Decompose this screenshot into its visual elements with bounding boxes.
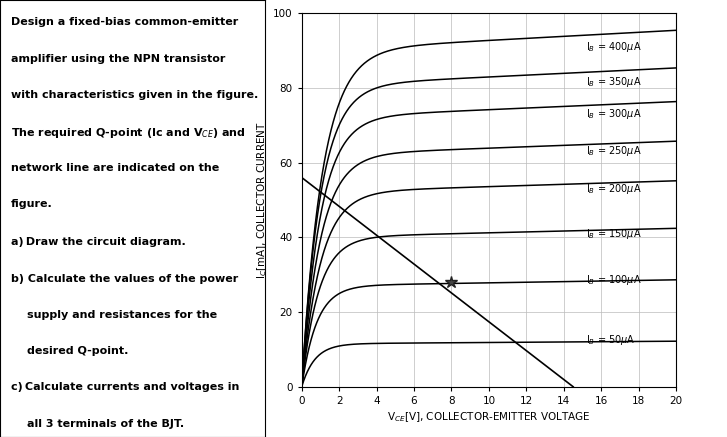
Text: amplifier using the NPN transistor: amplifier using the NPN transistor — [11, 54, 225, 64]
Text: network line are indicated on the: network line are indicated on the — [11, 163, 219, 173]
Text: I$_B$ = 150$\mu$A: I$_B$ = 150$\mu$A — [586, 226, 642, 240]
Text: all 3 terminals of the BJT.: all 3 terminals of the BJT. — [27, 419, 184, 429]
Text: b) Calculate the values of the power: b) Calculate the values of the power — [11, 274, 238, 284]
Text: The required Q-point (Ic and V$_{CE}$) and: The required Q-point (Ic and V$_{CE}$) a… — [11, 126, 246, 140]
Y-axis label: I$_C$[mA], COLLECTOR CURRENT: I$_C$[mA], COLLECTOR CURRENT — [255, 121, 269, 279]
Text: I$_B$ = 50$\mu$A: I$_B$ = 50$\mu$A — [586, 333, 636, 347]
X-axis label: V$_{CE}$[V], COLLECTOR-EMITTER VOLTAGE: V$_{CE}$[V], COLLECTOR-EMITTER VOLTAGE — [387, 410, 591, 424]
Text: c) Calculate currents and voltages in: c) Calculate currents and voltages in — [11, 382, 239, 392]
Text: I$_B$ = 300$\mu$A: I$_B$ = 300$\mu$A — [586, 107, 642, 121]
Text: desired Q-point.: desired Q-point. — [27, 346, 128, 356]
Text: I$_B$ = 100$\mu$A: I$_B$ = 100$\mu$A — [586, 273, 642, 287]
Text: I$_B$ = 200$\mu$A: I$_B$ = 200$\mu$A — [586, 182, 642, 196]
Text: I$_B$ = 400$\mu$A: I$_B$ = 400$\mu$A — [586, 40, 642, 54]
Text: I$_B$ = 250$\mu$A: I$_B$ = 250$\mu$A — [586, 144, 642, 158]
Text: I$_B$ = 350$\mu$A: I$_B$ = 350$\mu$A — [586, 75, 642, 89]
Text: a) Draw the circuit diagram.: a) Draw the circuit diagram. — [11, 237, 185, 247]
Text: Design a fixed-bias common-emitter: Design a fixed-bias common-emitter — [11, 17, 238, 28]
Text: supply and resistances for the: supply and resistances for the — [27, 310, 217, 320]
Text: with characteristics given in the figure.: with characteristics given in the figure… — [11, 90, 258, 100]
Text: figure.: figure. — [11, 199, 52, 209]
